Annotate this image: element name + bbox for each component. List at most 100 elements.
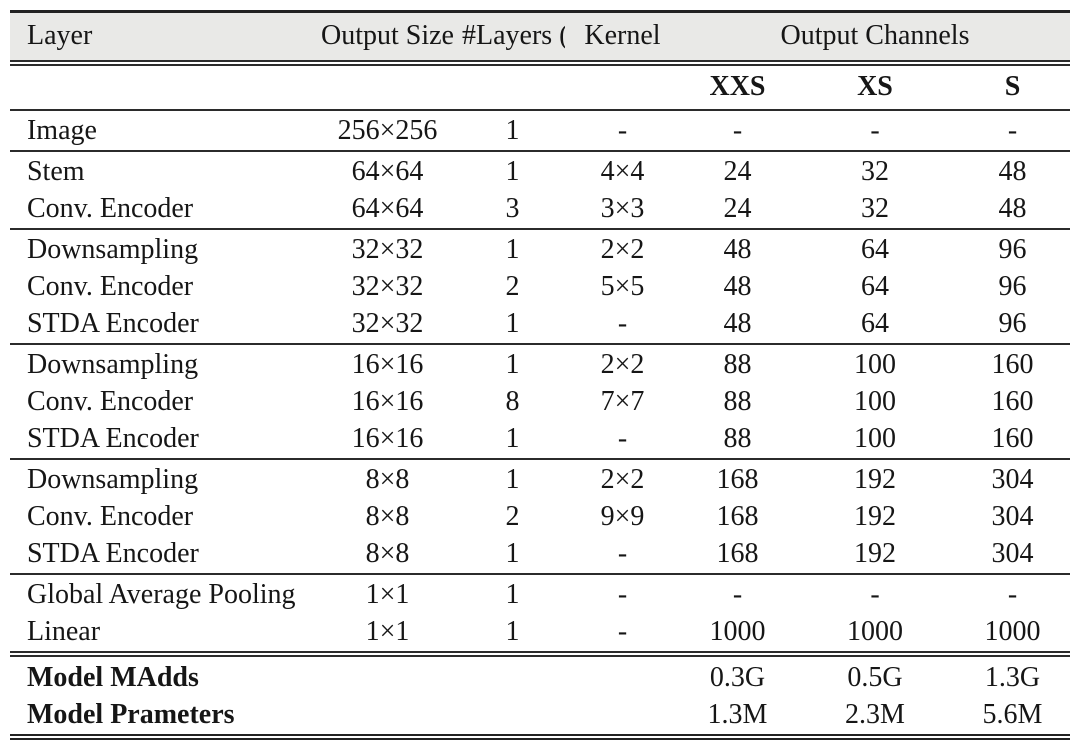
cell-layer: Conv. Encoder bbox=[26, 193, 194, 224]
cell-output-size: 8×8 bbox=[314, 458, 460, 499]
table-row: Downsampling 16×16 1 2×2 88 100 160 bbox=[9, 343, 1070, 384]
num-layers-label-prefix: #Layers ( bbox=[461, 20, 565, 51]
table-row: Global Average Pooling 1×1 1 - - - - bbox=[9, 573, 1070, 614]
cell-s: 96 bbox=[954, 228, 1070, 269]
cell-s: 48 bbox=[954, 150, 1070, 191]
table-row-model-madds: Model MAdds 0.3G 0.5G 1.3G bbox=[9, 651, 1070, 697]
cell-xxs: 88 bbox=[723, 386, 752, 417]
cell-s: 304 bbox=[954, 458, 1070, 499]
cell-num-layers: 2 bbox=[505, 501, 520, 532]
cell-kernel: - bbox=[617, 616, 628, 647]
cell-s: 1.3G bbox=[954, 651, 1070, 697]
col-header-output-size: Output Size bbox=[314, 11, 460, 66]
cell-xs: 100 bbox=[794, 343, 955, 384]
cell-s: - bbox=[954, 573, 1070, 614]
table-row-model-parameters: Model Prameters 1.3M 2.3M 5.6M bbox=[10, 697, 1070, 737]
cell-num-layers: 1 bbox=[505, 538, 520, 569]
col-header-variant-s: S bbox=[1004, 71, 1021, 102]
cell-xxs: 88 bbox=[723, 423, 752, 454]
cell-kernel: 5×5 bbox=[600, 271, 645, 302]
cell-s: 160 bbox=[954, 343, 1070, 384]
table-row: Downsampling 32×32 1 2×2 48 64 96 bbox=[9, 228, 1070, 269]
cell-xs: 192 bbox=[853, 501, 896, 532]
table-row: STDA Encoder 16×16 1 - 88 100 160 bbox=[10, 421, 1070, 459]
cell-xxs: 48 bbox=[679, 228, 795, 269]
col-header-variant-xxs: XXS bbox=[709, 71, 766, 102]
cell-num-layers: 2 bbox=[505, 271, 520, 302]
cell-s: 48 bbox=[998, 193, 1027, 224]
cell-xxs: - bbox=[679, 109, 795, 151]
table-row: Conv. Encoder 32×32 2 5×5 48 64 96 bbox=[10, 269, 1070, 306]
cell-layer: Conv. Encoder bbox=[26, 271, 194, 302]
table-row: Conv. Encoder 64×64 3 3×3 24 32 48 bbox=[10, 191, 1070, 229]
cell-s: 96 bbox=[998, 308, 1027, 339]
cell-footer-label: Model MAdds bbox=[9, 651, 680, 697]
cell-num-layers: 1 bbox=[459, 343, 565, 384]
cell-num-layers: 1 bbox=[505, 423, 520, 454]
cell-num-layers: 3 bbox=[505, 193, 520, 224]
cell-xs: 100 bbox=[853, 423, 896, 454]
cell-xs: 32 bbox=[794, 150, 955, 191]
cell-xxs: 88 bbox=[679, 343, 795, 384]
cell-layer: Conv. Encoder bbox=[26, 386, 194, 417]
cell-kernel: 4×4 bbox=[564, 150, 680, 191]
cell-layer: Downsampling bbox=[9, 228, 315, 269]
cell-output-size: 64×64 bbox=[351, 193, 424, 224]
cell-s: 304 bbox=[991, 538, 1034, 569]
cell-num-layers: 8 bbox=[505, 386, 520, 417]
cell-s: 160 bbox=[991, 386, 1034, 417]
cell-xxs: 24 bbox=[723, 193, 752, 224]
table-row: STDA Encoder 8×8 1 - 168 192 304 bbox=[10, 536, 1070, 574]
cell-xxs: 24 bbox=[679, 150, 795, 191]
col-header-variant-xs: XS bbox=[857, 71, 893, 102]
cell-num-layers: 1 bbox=[505, 616, 520, 647]
cell-kernel: 2×2 bbox=[564, 458, 680, 499]
cell-layer: Image bbox=[9, 109, 315, 151]
cell-output-size: 32×32 bbox=[351, 308, 424, 339]
cell-kernel: - bbox=[564, 573, 680, 614]
cell-xxs: 168 bbox=[716, 538, 759, 569]
cell-layer: STDA Encoder bbox=[26, 308, 199, 339]
cell-num-layers: 1 bbox=[459, 109, 565, 151]
cell-xxs: 0.3G bbox=[679, 651, 795, 697]
cell-xxs: 48 bbox=[723, 271, 752, 302]
cell-num-layers: 1 bbox=[459, 150, 565, 191]
table-row: Conv. Encoder 8×8 2 9×9 168 192 304 bbox=[10, 499, 1070, 536]
cell-layer: Stem bbox=[9, 150, 315, 191]
cell-xs: - bbox=[794, 109, 955, 151]
cell-output-size: 8×8 bbox=[365, 501, 410, 532]
cell-s: 5.6M bbox=[982, 699, 1043, 730]
cell-s: - bbox=[954, 109, 1070, 151]
table-variant-header-row: XXS XS S bbox=[10, 63, 1070, 110]
cell-footer-label: Model Prameters bbox=[26, 699, 235, 730]
model-architecture-table: Layer Output Size #Layers (n) Kernel Out… bbox=[9, 10, 1070, 740]
cell-output-size: 256×256 bbox=[314, 109, 460, 151]
cell-xs: 64 bbox=[860, 308, 889, 339]
table-row: Stem 64×64 1 4×4 24 32 48 bbox=[9, 150, 1070, 191]
cell-xxs: 1000 bbox=[709, 616, 766, 647]
col-header-output-channels: Output Channels bbox=[679, 11, 1070, 66]
table-row: Linear 1×1 1 - 1000 1000 1000 bbox=[10, 614, 1070, 654]
cell-layer: STDA Encoder bbox=[26, 538, 199, 569]
col-header-layer: Layer bbox=[9, 11, 315, 66]
cell-num-layers: 1 bbox=[459, 573, 565, 614]
cell-kernel: 7×7 bbox=[600, 386, 645, 417]
cell-s: 304 bbox=[991, 501, 1034, 532]
cell-layer: Linear bbox=[26, 616, 101, 647]
cell-xs: 192 bbox=[794, 458, 955, 499]
cell-s: 1000 bbox=[984, 616, 1041, 647]
table-header-row: Layer Output Size #Layers (n) Kernel Out… bbox=[9, 11, 1070, 66]
table-row: Downsampling 8×8 1 2×2 168 192 304 bbox=[9, 458, 1070, 499]
cell-output-size: 8×8 bbox=[365, 538, 410, 569]
table-row: Conv. Encoder 16×16 8 7×7 88 100 160 bbox=[10, 384, 1070, 421]
cell-kernel: 9×9 bbox=[600, 501, 645, 532]
cell-output-size: 16×16 bbox=[314, 343, 460, 384]
cell-xs: 2.3M bbox=[845, 699, 905, 730]
cell-kernel: - bbox=[617, 308, 628, 339]
cell-num-layers: 1 bbox=[505, 308, 520, 339]
col-header-num-layers: #Layers (n) bbox=[459, 11, 565, 66]
cell-output-size: 1×1 bbox=[314, 573, 460, 614]
cell-output-size: 1×1 bbox=[365, 616, 410, 647]
cell-xs: 1000 bbox=[846, 616, 903, 647]
table-row: Image 256×256 1 - - - - bbox=[9, 109, 1070, 151]
